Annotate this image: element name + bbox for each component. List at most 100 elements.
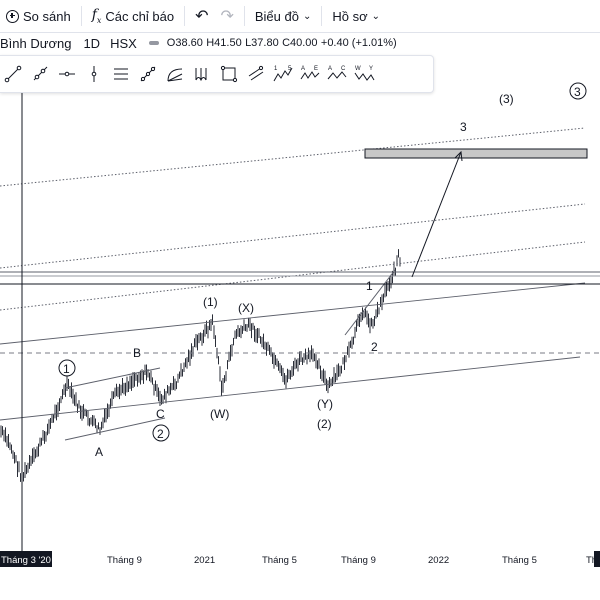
rectangle-tool[interactable] xyxy=(216,61,242,87)
wave-circle-top-3 xyxy=(569,82,587,100)
axis-label-0: Tháng 3 '20 xyxy=(1,555,51,566)
wave-label-a: A xyxy=(95,445,103,459)
undo-button[interactable]: ↶ xyxy=(189,0,214,32)
svg-text:C: C xyxy=(341,66,346,72)
cycle-lines-icon xyxy=(195,68,207,82)
wave-label-b: B xyxy=(133,346,141,360)
projection-arrow[interactable] xyxy=(411,150,463,278)
channel-lines[interactable] xyxy=(0,127,600,441)
vertical-line-icon xyxy=(91,66,97,82)
svg-text:5: 5 xyxy=(288,66,292,72)
ray-tool[interactable] xyxy=(27,61,53,87)
wave-label-2-paren: (2) xyxy=(317,417,332,431)
wave-label-x-paren: (X) xyxy=(238,301,254,315)
wave-label-1-paren: (1) xyxy=(203,295,218,309)
interval-label[interactable]: 1D xyxy=(83,35,101,51)
close-value: C40.00 xyxy=(282,37,318,49)
compare-button[interactable]: So sánh xyxy=(0,0,77,32)
parallel-channel-tool[interactable] xyxy=(108,61,134,87)
exchange-label: HSX xyxy=(110,35,137,51)
target-zone-box[interactable] xyxy=(364,148,588,159)
trend-line-tool[interactable] xyxy=(0,61,26,87)
wave-label-top-3-paren: (3) xyxy=(499,92,514,106)
axis-label-5: 2022 xyxy=(428,555,449,566)
horizontal-ray-tool[interactable] xyxy=(54,61,80,87)
svg-text:Y: Y xyxy=(369,66,373,72)
trend-channel-tool[interactable] xyxy=(243,61,269,87)
undo-icon: ↶ xyxy=(195,8,209,25)
symbol-legend: Bình Dương 1D HSX O38.60 H41.50 L37.80 C… xyxy=(0,34,397,52)
axis-label-3: Tháng 5 xyxy=(262,555,297,566)
axis-label-6: Tháng 5 xyxy=(502,555,537,566)
axis-label-2: 2021 xyxy=(194,555,215,566)
compare-label: So sánh xyxy=(23,8,71,24)
pitchfork-tool[interactable] xyxy=(135,61,161,87)
profile-menu-button[interactable]: Hồ sơ ⌄ xyxy=(326,0,386,32)
rectangle-icon xyxy=(220,65,238,83)
toolbar-divider xyxy=(184,6,186,26)
wave-label-y-paren: (Y) xyxy=(317,397,333,411)
change-value: +0.40 (+1.01%) xyxy=(320,37,397,49)
horizontal-ray-icon xyxy=(59,71,75,77)
wave-label-minor-1: 1 xyxy=(366,279,373,293)
profile-label: Hồ sơ xyxy=(332,8,368,24)
svg-text:A: A xyxy=(328,66,332,72)
trend-line-icon xyxy=(4,65,22,83)
toolbar-divider xyxy=(243,6,245,26)
wave-label-circle-2: 2 xyxy=(157,427,164,441)
parallel-channel-icon xyxy=(114,68,128,80)
toolbar-divider xyxy=(80,6,82,26)
charts-label: Biểu đồ xyxy=(254,8,299,24)
add-circle-icon xyxy=(6,9,19,23)
svg-text:A: A xyxy=(301,66,305,72)
axis-label-1: Tháng 9 xyxy=(107,555,142,566)
high-value: H41.50 xyxy=(206,37,242,49)
open-value: O38.60 xyxy=(166,37,203,49)
axis-label-4: Tháng 9 xyxy=(341,555,376,566)
svg-text:E: E xyxy=(314,66,318,72)
fib-fan-icon xyxy=(167,68,183,82)
redo-button[interactable]: ↷ xyxy=(214,0,239,32)
fib-fan-tool[interactable] xyxy=(162,61,188,87)
chevron-down-icon: ⌄ xyxy=(302,10,312,22)
wave-label-minor-2: 2 xyxy=(371,340,378,354)
cycle-lines-tool[interactable] xyxy=(189,61,215,87)
price-series xyxy=(0,249,401,484)
vertical-line-tool[interactable] xyxy=(81,61,107,87)
charts-menu-button[interactable]: Biểu đồ ⌄ xyxy=(249,0,317,32)
symbol-name[interactable]: Bình Dương xyxy=(0,35,72,51)
indicators-label: Các chỉ báo xyxy=(105,8,175,24)
low-value: L37.80 xyxy=(245,37,279,49)
collapse-legend-icon[interactable] xyxy=(148,41,159,45)
svg-text:1: 1 xyxy=(274,66,278,72)
top-toolbar: So sánh fx Các chỉ báo ↶ ↷ Biểu đồ ⌄ Hồ … xyxy=(0,0,600,33)
wave-label-target-3: 3 xyxy=(460,120,467,134)
wave-label-w-paren: (W) xyxy=(210,407,229,421)
wave-circle-1 xyxy=(58,359,76,377)
wave-circle-2 xyxy=(152,424,170,442)
crosshair-time-badge xyxy=(0,551,52,567)
toolbar-divider xyxy=(321,6,323,26)
wave-label-top-3-circle: 3 xyxy=(574,85,581,99)
time-axis[interactable]: Tháng 3 '20 Tháng 9 2021 Tháng 5 Tháng 9… xyxy=(0,551,600,567)
indicators-button[interactable]: fx Các chỉ báo xyxy=(86,0,180,32)
wave-label-c: C xyxy=(156,407,165,421)
wave-label-circle-1: 1 xyxy=(63,362,70,376)
svg-text:W: W xyxy=(355,66,361,72)
redo-icon: ↷ xyxy=(220,8,234,25)
pitchfork-icon xyxy=(140,66,156,82)
fx-icon: fx xyxy=(91,7,102,25)
trend-channel-icon xyxy=(248,65,264,81)
chevron-down-icon: ⌄ xyxy=(371,10,381,22)
axis-label-7: Th xyxy=(586,555,597,566)
ray-icon xyxy=(33,66,48,81)
